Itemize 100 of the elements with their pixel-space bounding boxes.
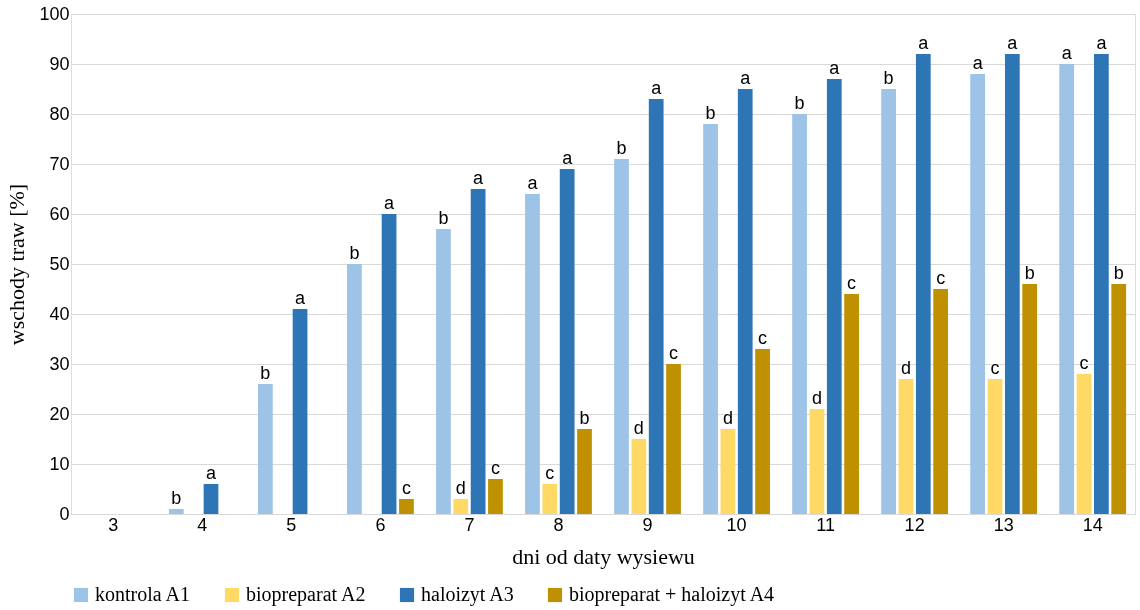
bar [1094,54,1109,514]
bar [168,509,184,514]
bar [292,309,308,514]
data-label: b [794,93,805,113]
x-tick-label: 5 [286,514,297,535]
bar [1022,284,1038,514]
data-label: d [633,418,644,438]
bar [809,409,825,514]
bar [881,89,896,514]
y-tick-label: 20 [49,403,70,424]
bar [399,499,414,514]
y-tick-label: 100 [39,3,70,24]
bar [844,294,859,514]
y-tick-label: 60 [49,203,70,224]
x-tick-label: 9 [642,514,653,535]
data-label: a [206,463,217,483]
bar [203,484,219,514]
data-label: b [260,363,271,383]
bar [933,289,949,514]
y-tick-label: 90 [49,53,70,74]
data-label: d [811,388,822,408]
data-label: b [616,138,627,158]
x-tick-label: 11 [816,514,835,535]
bar [898,379,914,514]
y-axis-title: wschody traw [%] [4,183,30,346]
bar [755,349,770,514]
bar [488,479,503,514]
bar [987,379,1003,514]
bar [915,54,931,514]
data-label: b [1024,263,1035,283]
legend-label: biopreparat A2 [246,583,366,606]
data-label: a [740,68,752,88]
data-label: b [705,103,716,123]
data-label: c [545,463,555,483]
bar [559,169,575,514]
bar [648,99,664,514]
data-label: b [171,488,182,508]
data-label: d [722,408,733,428]
data-label: b [579,408,590,428]
bar [614,159,629,514]
y-tick-label: 40 [49,303,70,324]
bar [542,484,558,514]
data-label: a [562,148,574,168]
data-label: a [473,168,485,188]
data-label: d [455,478,466,498]
bar [970,74,986,514]
x-axis-title: dni od daty wysiewu [512,543,695,569]
legend-label: kontrola A1 [95,583,190,605]
data-label: a [295,288,307,308]
bar [257,384,273,514]
bar [525,194,540,514]
bar [631,439,647,514]
data-label: c [758,328,768,348]
x-tick-label: 6 [375,514,386,535]
bar [826,79,842,514]
data-label: a [651,78,663,98]
data-label: c [401,478,411,498]
data-label: c [669,343,679,363]
x-tick-label: 8 [553,514,564,535]
y-tick-label: 30 [49,353,70,374]
bar [470,189,486,514]
data-label: b [883,68,894,88]
y-tick-label: 10 [49,453,70,474]
bar [577,429,592,514]
bar [703,124,718,514]
bar [381,214,397,514]
bar [1059,64,1075,514]
x-tick-label: 10 [726,514,747,535]
data-label: b [1113,263,1124,283]
data-label: a [829,58,841,78]
bar [436,229,451,514]
bar [792,114,807,514]
data-label: d [900,358,911,378]
x-tick-label: 4 [197,514,208,535]
data-label: c [990,358,1000,378]
data-label: a [972,53,984,73]
data-label: c [847,273,857,293]
x-tick-label: 12 [904,514,925,535]
data-label: c [936,268,946,288]
bar [720,429,736,514]
x-tick-label: 14 [1082,514,1103,535]
bar [666,364,681,514]
bar [453,499,469,514]
bar [1111,284,1127,514]
data-label: b [438,208,449,228]
data-label: a [1096,33,1108,53]
legend-label: haloizyt A3 [421,583,514,606]
data-label: b [349,243,360,263]
y-tick-label: 80 [49,103,70,124]
bar [1004,54,1020,514]
data-label: c [490,458,500,478]
x-tick-label: 13 [993,514,1014,535]
x-tick-label: 7 [464,514,475,535]
y-tick-label: 0 [59,503,70,524]
data-label: c [1079,353,1089,373]
bar [347,264,362,514]
x-tick-label: 3 [108,514,119,535]
legend-label: biopreparat + haloizyt A4 [569,583,775,606]
bar [1076,374,1092,514]
data-label: a [1061,43,1073,63]
